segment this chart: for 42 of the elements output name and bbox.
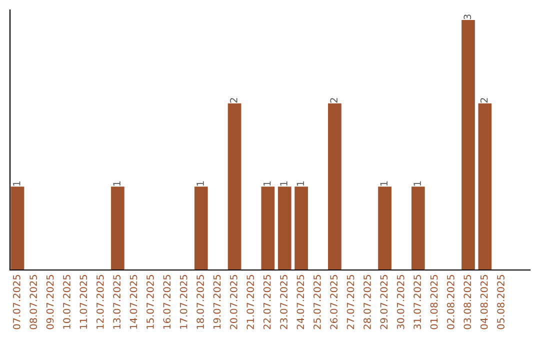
x-tick-label: 26.07.2025 bbox=[330, 275, 338, 330]
x-tick-label: 11.07.2025 bbox=[80, 275, 88, 329]
x-tick-label: 07.07.2025 bbox=[12, 275, 20, 330]
x-tick-label: 08.07.2025 bbox=[30, 275, 38, 330]
x-tick-label: 27.07.2025 bbox=[346, 275, 354, 330]
data-label: 1 bbox=[296, 181, 304, 186]
x-tick-label: 30.07.2025 bbox=[396, 275, 404, 330]
x-tick-label: 12.07.2025 bbox=[96, 275, 104, 329]
x-tick-label: 05.08.2025 bbox=[497, 275, 504, 330]
data-label: 2 bbox=[230, 98, 238, 103]
x-tick-label: 13.07.2025 bbox=[113, 275, 120, 329]
x-tick-label: 04.08.2025 bbox=[480, 275, 488, 330]
x-tick-label: 02.08.2025 bbox=[447, 275, 454, 330]
x-tick-label: 09.07.2025 bbox=[46, 275, 54, 330]
x-tick-label: 17.07.2025 bbox=[180, 275, 188, 329]
x-tick-label: 14.07.2025 bbox=[130, 275, 138, 329]
x-tick-label: 15.07.2025 bbox=[146, 275, 154, 329]
data-label: 1 bbox=[280, 181, 288, 186]
data-label: 1 bbox=[113, 181, 120, 186]
x-tick-label: 10.07.2025 bbox=[63, 275, 70, 329]
x-tick-label: 23.07.2025 bbox=[280, 275, 288, 330]
data-label: 1 bbox=[414, 181, 421, 186]
x-tick-label: 24.07.2025 bbox=[296, 275, 304, 330]
x-tick-label: 20.07.2025 bbox=[230, 275, 238, 330]
data-label: 1 bbox=[13, 181, 20, 186]
x-tick-label: 16.07.2025 bbox=[163, 275, 171, 329]
x-tick-label: 21.07.2025 bbox=[246, 275, 254, 330]
x-tick-label: 31.07.2025 bbox=[414, 275, 421, 330]
x-tick-label: 03.08.2025 bbox=[464, 275, 472, 330]
x-tick-label: 25.07.2025 bbox=[313, 275, 321, 330]
data-label: 2 bbox=[330, 98, 338, 103]
x-tick-label: 29.07.2025 bbox=[380, 275, 388, 330]
x-tick-label: 01.08.2025 bbox=[430, 275, 438, 330]
data-label: 1 bbox=[196, 181, 204, 186]
x-tick-label: 22.07.2025 bbox=[263, 275, 271, 330]
data-label: 1 bbox=[264, 181, 271, 186]
data-label: 2 bbox=[480, 98, 488, 103]
x-tick-label: 19.07.2025 bbox=[213, 275, 221, 329]
x-tick-label: 28.07.2025 bbox=[364, 275, 371, 330]
data-label: 3 bbox=[464, 14, 472, 20]
x-tick-label: 18.07.2025 bbox=[196, 275, 204, 329]
data-label: 1 bbox=[380, 181, 388, 186]
